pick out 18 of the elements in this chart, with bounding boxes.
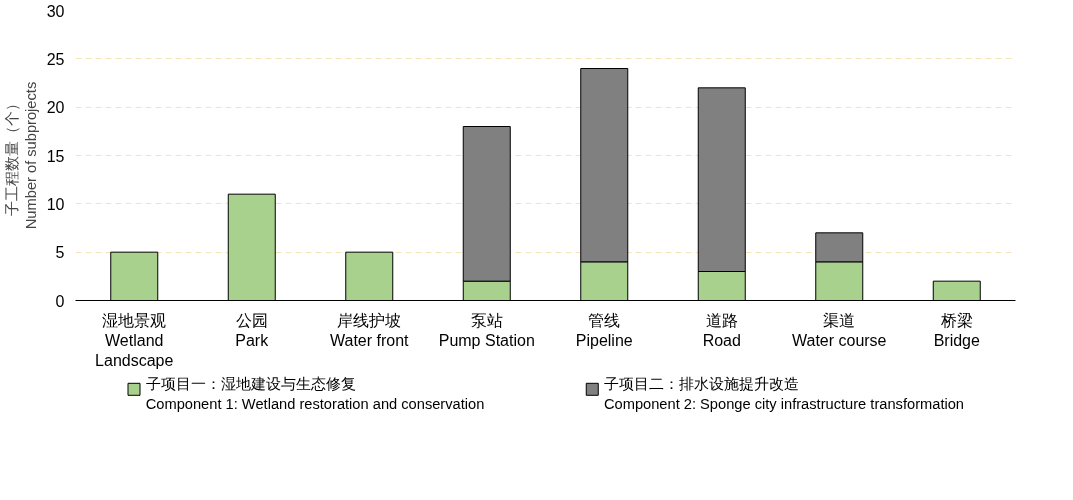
x-tick-label: 泵站 Pump Station [438,311,535,349]
x-tick-label: 岸线护坡 Water front [329,311,410,349]
legend-label: 子项目一：湿地建设与生态修复 Component 1: Wetland restoration and conservation [145,375,485,413]
y-axis-title: 子工程数量（个） Number of subprojects [3,81,39,230]
y-tick-label: 20 [46,99,65,117]
y-tick-label: 10 [46,195,65,213]
x-tick-label: 道路 Road [702,311,741,349]
y-tick-label: 25 [46,50,65,68]
legend-label: 子项目二：排水设施提升改造 Component 2: Sponge city infrastructure transformation [603,375,965,413]
y-tick-label: 0 [55,292,65,310]
y-tick-label: 5 [55,244,65,262]
y-tick-label: 15 [46,147,65,165]
y-tick-label: 30 [46,2,65,20]
x-tick-label: 公园 Park [235,311,270,349]
x-tick-label: 桥梁 Bridge [933,311,980,349]
x-tick-label: 管线 Pipeline [575,311,633,349]
x-tick-label: 渠道 Water course [791,311,887,349]
x-tick-label: 湿地景观 Wetland Landscape [95,311,174,370]
